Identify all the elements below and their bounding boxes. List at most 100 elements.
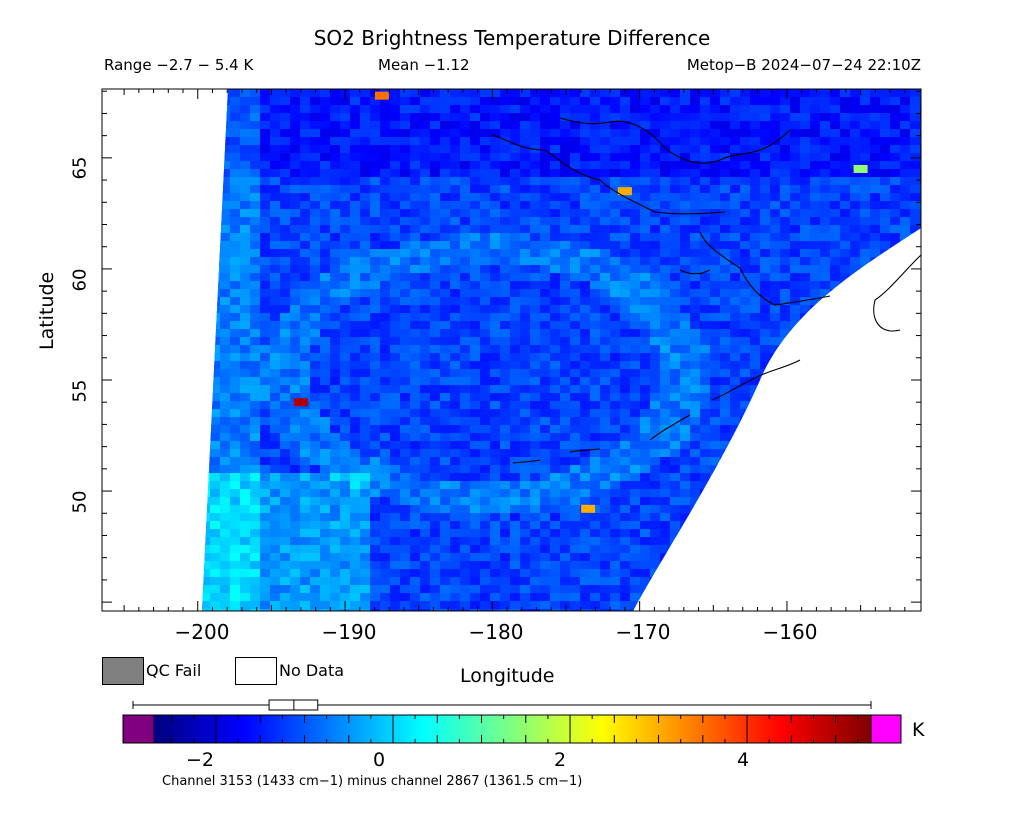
pixel-cell [570,577,580,585]
pixel-cell [230,225,240,233]
pixel-cell [620,569,630,577]
pixel-cell [730,137,740,145]
pixel-cell [640,193,650,201]
pixel-cell [710,273,720,281]
pixel-cell [210,569,220,577]
pixel-cell [280,369,290,377]
pixel-cell [360,97,370,105]
pixel-cell [250,409,260,417]
pixel-cell [330,505,340,513]
pixel-cell [500,265,510,273]
pixel-cell [490,537,500,545]
pixel-cell [310,201,320,209]
pixel-cell [640,569,650,577]
pixel-cell [210,441,220,449]
pixel-cell [570,305,580,313]
pixel-cell [580,281,590,289]
pixel-cell [570,313,580,321]
pixel-cell [202,553,210,561]
pixel-cell [500,241,510,249]
pixel-cell [510,481,520,489]
pixel-cell [220,233,230,241]
pixel-cell [220,353,230,361]
pixel-cell [360,545,370,553]
pixel-cell [630,169,640,177]
pixel-cell [670,345,680,353]
pixel-cell [690,409,700,417]
pixel-cell [220,257,230,265]
pixel-cell [490,465,500,473]
pixel-cell [650,321,660,329]
pixel-cell [580,225,590,233]
pixel-cell [370,505,380,513]
pixel-cell [760,161,770,169]
pixel-cell [470,521,480,529]
pixel-cell [560,433,570,441]
pixel-cell [400,217,410,225]
pixel-cell [610,217,620,225]
pixel-cell [270,201,280,209]
pixel-cell [330,401,340,409]
pixel-cell [540,185,550,193]
pixel-cell [340,433,350,441]
pixel-cell [260,329,270,337]
pixel-cell [620,561,630,569]
pixel-cell [490,137,500,145]
pixel-cell [690,497,700,505]
pixel-cell [690,449,700,457]
pixel-cell [540,521,550,529]
pixel-cell [330,537,340,545]
pixel-cell [700,457,710,465]
pixel-cell [770,185,780,193]
pixel-cell [810,129,820,137]
pixel-cell [500,513,510,521]
pixel-cell [220,377,230,385]
pixel-cell [600,593,610,601]
pixel-cell [330,569,340,577]
pixel-cell [340,521,350,529]
pixel-cell [440,305,450,313]
pixel-cell [750,329,760,337]
pixel-cell [260,545,270,553]
pixel-cell [710,281,720,289]
pixel-cell [490,409,500,417]
pixel-cell [480,409,490,417]
pixel-cell [290,153,300,161]
pixel-cell [430,505,440,513]
pixel-cell [360,369,370,377]
pixel-cell [570,401,580,409]
pixel-cell [540,313,550,321]
pixel-cell [520,337,530,345]
pixel-cell [490,385,500,393]
pixel-cell [430,249,440,257]
pixel-cell [380,177,390,185]
pixel-cell [790,297,800,305]
pixel-cell [510,593,520,601]
pixel-cell [520,129,530,137]
pixel-cell [870,97,880,105]
pixel-cell [550,385,560,393]
pixel-cell [590,393,600,401]
pixel-cell [670,361,680,369]
pixel-cell [530,361,540,369]
pixel-cell [530,313,540,321]
pixel-cell [610,329,620,337]
pixel-cell [460,249,470,257]
pixel-cell [370,329,380,337]
pixel-cell [640,465,650,473]
pixel-cell [280,457,290,465]
pixel-cell [340,593,350,601]
pixel-cell [380,425,390,433]
pixel-cell [300,337,310,345]
pixel-cell [630,297,640,305]
pixel-cell [600,377,610,385]
pixel-cell [390,177,400,185]
pixel-cell [280,321,290,329]
pixel-cell [360,481,370,489]
pixel-cell [280,89,290,97]
pixel-cell [540,601,550,609]
pixel-cell [490,513,500,521]
pixel-cell [490,457,500,465]
pixel-cell [260,433,270,441]
pixel-cell [202,585,210,593]
